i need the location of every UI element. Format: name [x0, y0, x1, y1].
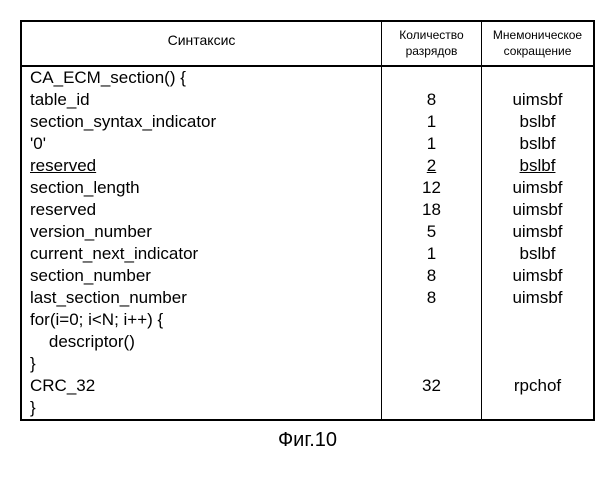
- table-row: CA_ECM_section() {: [22, 67, 593, 89]
- cell-syntax: reserved: [22, 199, 382, 221]
- cell-bits: 8: [382, 265, 482, 287]
- cell-bits: 1: [382, 243, 482, 265]
- cell-bits: [382, 397, 482, 419]
- table-row: current_next_indicator1bslbf: [22, 243, 593, 265]
- cell-syntax: table_id: [22, 89, 382, 111]
- table-body: CA_ECM_section() {table_id8uimsbfsection…: [22, 67, 593, 419]
- cell-bits: 1: [382, 133, 482, 155]
- cell-syntax: CRC_32: [22, 375, 382, 397]
- cell-syntax: }: [22, 397, 382, 419]
- table-row: reserved2bslbf: [22, 155, 593, 177]
- table-row: section_syntax_indicator1bslbf: [22, 111, 593, 133]
- cell-mnemonic: [482, 353, 593, 375]
- cell-mnemonic: uimsbf: [482, 287, 593, 309]
- table-row: version_number5uimsbf: [22, 221, 593, 243]
- cell-mnemonic: [482, 309, 593, 331]
- table-row: descriptor(): [22, 331, 593, 353]
- cell-mnemonic: uimsbf: [482, 221, 593, 243]
- cell-mnemonic: [482, 331, 593, 353]
- cell-syntax: descriptor(): [22, 331, 382, 353]
- cell-mnemonic: [482, 67, 593, 89]
- cell-syntax: '0': [22, 133, 382, 155]
- cell-mnemonic: uimsbf: [482, 265, 593, 287]
- cell-bits: 12: [382, 177, 482, 199]
- cell-bits: [382, 353, 482, 375]
- syntax-table: Синтаксис Количество разрядов Мнемоничес…: [20, 20, 595, 421]
- cell-bits: [382, 67, 482, 89]
- cell-syntax: last_section_number: [22, 287, 382, 309]
- cell-syntax: reserved: [22, 155, 382, 177]
- table-row: section_length12uimsbf: [22, 177, 593, 199]
- cell-mnemonic: bslbf: [482, 243, 593, 265]
- cell-bits: 18: [382, 199, 482, 221]
- cell-syntax: section_length: [22, 177, 382, 199]
- cell-bits: 5: [382, 221, 482, 243]
- cell-bits: [382, 309, 482, 331]
- cell-mnemonic: uimsbf: [482, 199, 593, 221]
- cell-syntax: current_next_indicator: [22, 243, 382, 265]
- cell-bits: [382, 331, 482, 353]
- cell-mnemonic: uimsbf: [482, 89, 593, 111]
- header-syntax: Синтаксис: [22, 22, 382, 65]
- cell-mnemonic: bslbf: [482, 111, 593, 133]
- cell-bits: 32: [382, 375, 482, 397]
- cell-mnemonic: bslbf: [482, 133, 593, 155]
- table-row: section_number8uimsbf: [22, 265, 593, 287]
- table-row: table_id8uimsbf: [22, 89, 593, 111]
- header-mnemonic: Мнемоническое сокращение: [482, 22, 593, 65]
- cell-bits: 8: [382, 89, 482, 111]
- table-row: '0'1bslbf: [22, 133, 593, 155]
- cell-bits: 8: [382, 287, 482, 309]
- cell-syntax: section_syntax_indicator: [22, 111, 382, 133]
- header-bits: Количество разрядов: [382, 22, 482, 65]
- table-row: last_section_number8uimsbf: [22, 287, 593, 309]
- cell-mnemonic: rpchof: [482, 375, 593, 397]
- table-row: reserved18uimsbf: [22, 199, 593, 221]
- figure-caption: Фиг.10: [20, 429, 595, 452]
- table-header-row: Синтаксис Количество разрядов Мнемоничес…: [22, 22, 593, 67]
- cell-mnemonic: uimsbf: [482, 177, 593, 199]
- table-row: }: [22, 353, 593, 375]
- table-row: }: [22, 397, 593, 419]
- cell-syntax: section_number: [22, 265, 382, 287]
- cell-syntax: CA_ECM_section() {: [22, 67, 382, 89]
- cell-syntax: for(i=0; i<N; i++) {: [22, 309, 382, 331]
- cell-bits: 2: [382, 155, 482, 177]
- cell-syntax: version_number: [22, 221, 382, 243]
- cell-mnemonic: [482, 397, 593, 419]
- cell-bits: 1: [382, 111, 482, 133]
- table-row: for(i=0; i<N; i++) {: [22, 309, 593, 331]
- cell-mnemonic: bslbf: [482, 155, 593, 177]
- table-row: CRC_3232rpchof: [22, 375, 593, 397]
- cell-syntax: }: [22, 353, 382, 375]
